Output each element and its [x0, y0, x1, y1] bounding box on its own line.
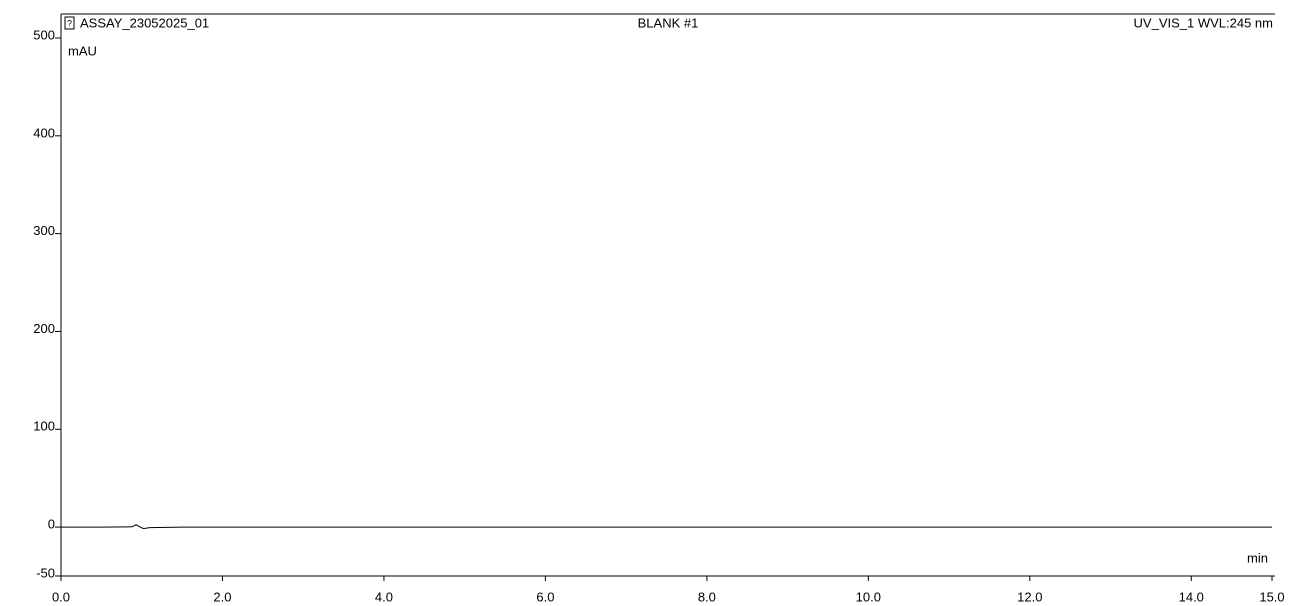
header-left: ASSAY_23052025_01 — [80, 15, 209, 30]
y-tick-label: 0 — [48, 517, 55, 532]
y-axis-label: mAU — [68, 43, 97, 58]
chart-title: BLANK #1 — [638, 15, 699, 30]
icon — [64, 16, 75, 30]
y-tick-label: 200 — [33, 321, 55, 336]
header-right: UV_VIS_1 WVL:245 nm — [1134, 15, 1273, 30]
x-tick-label: 15.0 — [1259, 589, 1284, 604]
x-tick-label: 2.0 — [213, 589, 231, 604]
y-tick-label: 100 — [33, 419, 55, 434]
x-tick-label: 0.0 — [52, 589, 70, 604]
x-axis-label: min — [1247, 550, 1268, 565]
x-tick-label: 4.0 — [375, 589, 393, 604]
y-tick-label: 500 — [33, 27, 55, 42]
y-tick-label: -50 — [36, 565, 55, 580]
data-line — [61, 524, 1272, 530]
x-tick-label: 14.0 — [1179, 589, 1204, 604]
x-tick-label: 6.0 — [536, 589, 554, 604]
x-tick-label: 8.0 — [698, 589, 716, 604]
icon-glyph: ? — [67, 18, 72, 28]
y-tick-label: 300 — [33, 223, 55, 238]
x-tick-label: 12.0 — [1017, 589, 1042, 604]
x-tick-label: 10.0 — [856, 589, 881, 604]
y-tick-label: 400 — [33, 125, 55, 140]
